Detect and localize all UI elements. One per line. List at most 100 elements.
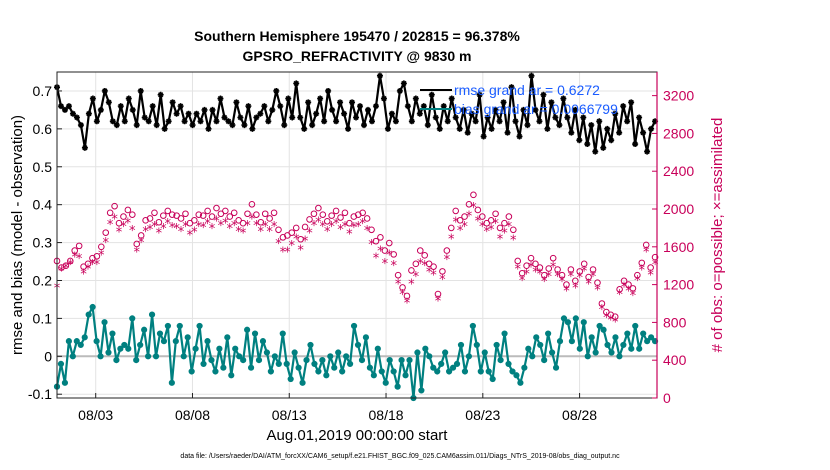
obs-assimilated-marker: * <box>475 214 482 229</box>
obs-possible-marker <box>399 284 406 291</box>
bias-point <box>651 338 659 345</box>
obs-assimilated-marker: * <box>85 263 92 278</box>
rmse-point <box>444 118 451 125</box>
obs-assimilated-marker: * <box>599 303 606 318</box>
obs-assimilated-marker: * <box>231 219 238 234</box>
obs-possible-marker <box>146 215 154 222</box>
rmse-point <box>157 91 164 98</box>
obs-possible-marker <box>84 260 92 268</box>
bias-point <box>596 322 603 330</box>
rmse-point <box>608 137 615 144</box>
rmse-point <box>416 110 423 117</box>
obs-assimilated-marker: * <box>289 239 296 254</box>
obs-assimilated-marker: * <box>253 219 260 234</box>
bias-point <box>160 338 168 345</box>
obs-possible-marker <box>470 191 477 199</box>
bias-point <box>513 372 520 379</box>
obs-assimilated-marker: * <box>328 220 335 235</box>
obs-possible-marker <box>71 247 79 254</box>
obs-possible-marker <box>270 209 278 217</box>
bias-point <box>267 368 274 375</box>
rmse-point <box>121 118 128 125</box>
rmse-point <box>440 103 447 110</box>
obs-possible-marker <box>124 206 132 214</box>
bias-point <box>533 334 540 341</box>
obs-assimilated-marker: * <box>311 219 318 234</box>
rmse-point <box>512 118 519 125</box>
bias-point <box>133 356 140 364</box>
rmse-series <box>54 72 659 155</box>
rmse-point <box>245 103 252 110</box>
bias-point <box>188 368 195 375</box>
obs-possible-marker <box>102 229 110 236</box>
obs-possible-marker <box>301 223 309 231</box>
bias-point <box>65 338 72 345</box>
bias-point <box>339 368 346 375</box>
bias-point <box>319 356 326 364</box>
obs-possible-marker <box>204 207 211 215</box>
rmse-point <box>572 106 579 113</box>
bias-point <box>485 368 492 375</box>
rmse-point <box>648 125 655 132</box>
obs-assimilated-marker: * <box>67 258 74 273</box>
obs-possible-marker <box>642 241 650 249</box>
rmse-point <box>500 99 507 106</box>
bias-point <box>204 338 211 345</box>
rmse-point <box>261 103 268 110</box>
bias-point <box>69 353 76 360</box>
obs-assimilated-marker: * <box>386 248 393 263</box>
bias-point <box>632 322 639 330</box>
bias-point <box>362 334 370 341</box>
right-tick-label: 2400 <box>663 163 694 179</box>
rmse-point <box>205 125 212 132</box>
rmse-point <box>85 110 92 117</box>
obs-possible-marker <box>447 224 455 232</box>
legend-rmse-label: rmse grand ar = 0.6272 <box>454 82 600 98</box>
obs-assimilated-marker: * <box>147 223 154 238</box>
rmse-point <box>540 91 547 98</box>
obs-possible-marker <box>346 219 353 227</box>
bias-point <box>311 360 318 367</box>
bias-point <box>255 356 263 364</box>
bias-point <box>240 356 247 364</box>
obs-possible-marker <box>213 204 220 212</box>
bias-point <box>552 364 560 371</box>
obs-possible-marker <box>106 209 114 217</box>
obs-possible-marker <box>616 286 623 293</box>
bias-point <box>228 372 235 379</box>
obs-assimilated-marker: * <box>182 220 189 235</box>
obs-assimilated-marker: * <box>275 237 282 252</box>
obs-assimilated-marker: * <box>227 222 234 237</box>
obs-assimilated-marker: * <box>634 274 641 289</box>
rmse-point <box>269 106 276 113</box>
rmse-point <box>189 122 196 129</box>
bias-point <box>449 364 457 371</box>
obs-assimilated-marker: * <box>258 225 265 240</box>
obs-possible-marker <box>261 210 269 218</box>
obs-possible-marker <box>439 268 446 275</box>
obs-possible-marker <box>275 226 282 234</box>
bias-point <box>101 319 108 326</box>
bias-point <box>244 326 251 333</box>
obs-possible-marker <box>563 281 570 288</box>
obs-possible-marker <box>465 200 473 208</box>
rmse-point <box>345 125 352 132</box>
rmse-point <box>484 114 491 121</box>
obs-assimilated-marker: * <box>218 219 225 234</box>
bias-point <box>493 341 500 349</box>
obs-assimilated-marker: * <box>514 263 521 278</box>
obs-possible-marker <box>191 217 198 224</box>
obs-possible-marker <box>585 273 592 281</box>
rmse-point <box>233 99 240 106</box>
bias-point <box>287 375 294 383</box>
obs-assimilated-marker: * <box>351 221 358 236</box>
rmse-point <box>364 106 371 113</box>
bias-point <box>137 341 144 349</box>
bias-point <box>77 341 84 349</box>
obs-assimilated-marker: * <box>359 217 366 232</box>
rmse-point <box>564 114 571 121</box>
bias-point <box>251 330 259 337</box>
bias-point <box>592 349 599 356</box>
obs-possible-marker <box>359 209 366 217</box>
obs-assimilated-marker: * <box>98 248 105 263</box>
